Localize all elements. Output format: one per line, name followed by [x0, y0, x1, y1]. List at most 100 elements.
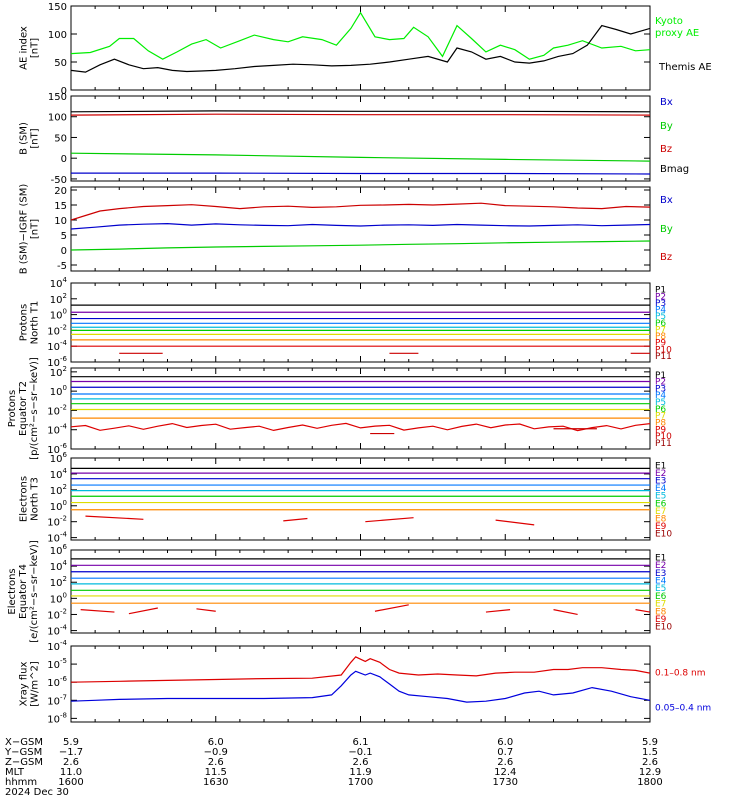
y-tick-label: 10-6	[47, 675, 67, 689]
panel-5: 10-6 10-4 10-2 100 102 Protons Equator T2 [p/(c…	[7, 357, 672, 460]
x-axis-table: X−GSM 5.9 6.0 6.1 6.0 5.9 Y−GSM −1.7 −0.9 −0.1 0.7…	[4, 737, 663, 798]
y-tick-label: 10-8	[47, 711, 67, 725]
y-axis-label: [nT]	[30, 219, 41, 239]
series-0-05-0-4-nm-line	[71, 670, 650, 703]
x-row-label-zgsm: Z−GSM	[5, 757, 43, 768]
y-tick-label: 10-4	[47, 339, 67, 353]
y-tick-label: 104	[50, 559, 68, 573]
series-themis-ae-line	[71, 24, 650, 73]
x-tick-label-xgsm: 6.1	[353, 737, 369, 748]
legend-e5: E5	[655, 584, 666, 594]
legend-e1: E1	[655, 553, 666, 563]
legend-e3: E3	[655, 477, 666, 487]
y-tick-label: 10-2	[47, 515, 67, 529]
y-axis-label: Protons	[7, 390, 18, 427]
y-axis-label: North T1	[30, 301, 41, 345]
y-tick-label: 10-6	[47, 355, 67, 369]
series-p9-line	[71, 422, 650, 432]
y-axis-label: B (SM)	[19, 122, 30, 155]
y-tick-label: 10-4	[47, 639, 67, 653]
series-e9-segment	[485, 609, 511, 613]
series-group	[71, 11, 650, 73]
y-tick-label: 50	[54, 58, 67, 69]
y-tick-label: 102	[50, 292, 67, 306]
legend-e2: E2	[655, 561, 666, 571]
y-axis-label: [nT]	[30, 128, 41, 148]
legend-bmag: Bmag	[660, 164, 689, 175]
y-axis-label: Electrons	[19, 476, 30, 522]
x-tick-label-hhmm: 1800	[637, 777, 662, 788]
x-row-label-hhmm: hhmm	[5, 777, 37, 788]
legend-p7: P7	[655, 412, 666, 422]
y-tick-label: 104	[50, 467, 68, 481]
series-e9-segment	[85, 515, 144, 520]
y-tick-label: 10-4	[47, 531, 67, 545]
x-tick-label-hhmm: 1630	[203, 777, 228, 788]
legend-bz: Bz	[660, 252, 672, 263]
series-by-line	[71, 240, 650, 251]
x-tick-label-xgsm: 5.9	[63, 737, 79, 748]
legend-e10: E10	[655, 530, 672, 540]
x-tick-label-mlt: 11.9	[349, 767, 371, 778]
legend-by: By	[660, 121, 673, 132]
legend-p3: P3	[655, 299, 666, 309]
legend-p7: P7	[655, 325, 666, 335]
x-tick-label-zgsm: 2.6	[63, 757, 79, 768]
panel-8: 10-8 10-7 10-6 10-5 10-4 Xray flux [W/m^2] 0.1–…	[19, 639, 712, 725]
x-tick-label-hhmm: 1700	[348, 777, 373, 788]
y-tick-label: 10	[54, 216, 67, 227]
y-tick-label: 100	[50, 384, 67, 398]
y-tick-label: 50	[54, 133, 67, 144]
legend-0.1–0.8 nm: 0.1–0.8 nm	[655, 669, 705, 679]
y-tick-label: 102	[50, 575, 67, 589]
y-tick-label: 0	[61, 246, 67, 257]
y-tick-label: 102	[50, 483, 67, 497]
legend-e9: E9	[655, 522, 667, 532]
x-tick-label-mlt: 11.5	[205, 767, 227, 778]
series-e9-segment	[196, 608, 216, 612]
y-tick-label: 20	[54, 186, 67, 197]
y-tick-label: 10-4	[47, 624, 67, 638]
legend-p4: P4	[655, 306, 666, 316]
legend-bz: Bz	[660, 144, 672, 155]
y-axis-label: Electrons	[7, 568, 18, 614]
legend-e7: E7	[655, 600, 666, 610]
legend-p9: P9	[655, 339, 666, 349]
y-tick-label: 106	[50, 543, 68, 557]
y-tick-label: 102	[50, 365, 67, 379]
legend-e8: E8	[655, 607, 667, 617]
y-axis-label: [W/m^2]	[30, 661, 41, 707]
y-tick-label: 0	[61, 86, 67, 97]
y-axis-label: [e/(cm²−s−sr−keV)]	[29, 540, 40, 643]
legend-p10: P10	[655, 432, 672, 442]
legend-e1: E1	[655, 461, 666, 471]
x-tick-label-xgsm: 5.9	[642, 737, 658, 748]
y-tick-label: 100	[50, 591, 67, 605]
legend-by: By	[660, 224, 673, 235]
y-tick-label: 10-2	[47, 607, 67, 621]
series-bz-line	[71, 113, 650, 116]
legend-p2: P2	[655, 378, 666, 388]
series-group	[71, 467, 650, 526]
x-row-label-xgsm: X−GSM	[5, 737, 43, 748]
series-bx-line	[71, 222, 650, 230]
legend-p6: P6	[655, 405, 666, 415]
legend-p6: P6	[655, 319, 666, 329]
legend-p11: P11	[655, 352, 672, 362]
panel-frame	[70, 186, 651, 272]
x-tick-label-mlt: 12.4	[494, 767, 516, 778]
legend-p8: P8	[655, 332, 666, 342]
legend-e3: E3	[655, 569, 666, 579]
x-tick-label-mlt: 11.0	[60, 767, 82, 778]
y-tick-label: 106	[50, 451, 68, 465]
x-tick-label-zgsm: 2.6	[353, 757, 369, 768]
y-tick-label: 104	[50, 276, 68, 290]
legend-p2: P2	[655, 292, 666, 302]
series-e9-segment	[283, 517, 308, 522]
series-bz-line	[71, 202, 650, 221]
series-0-1-0-8-nm-line	[71, 656, 650, 683]
